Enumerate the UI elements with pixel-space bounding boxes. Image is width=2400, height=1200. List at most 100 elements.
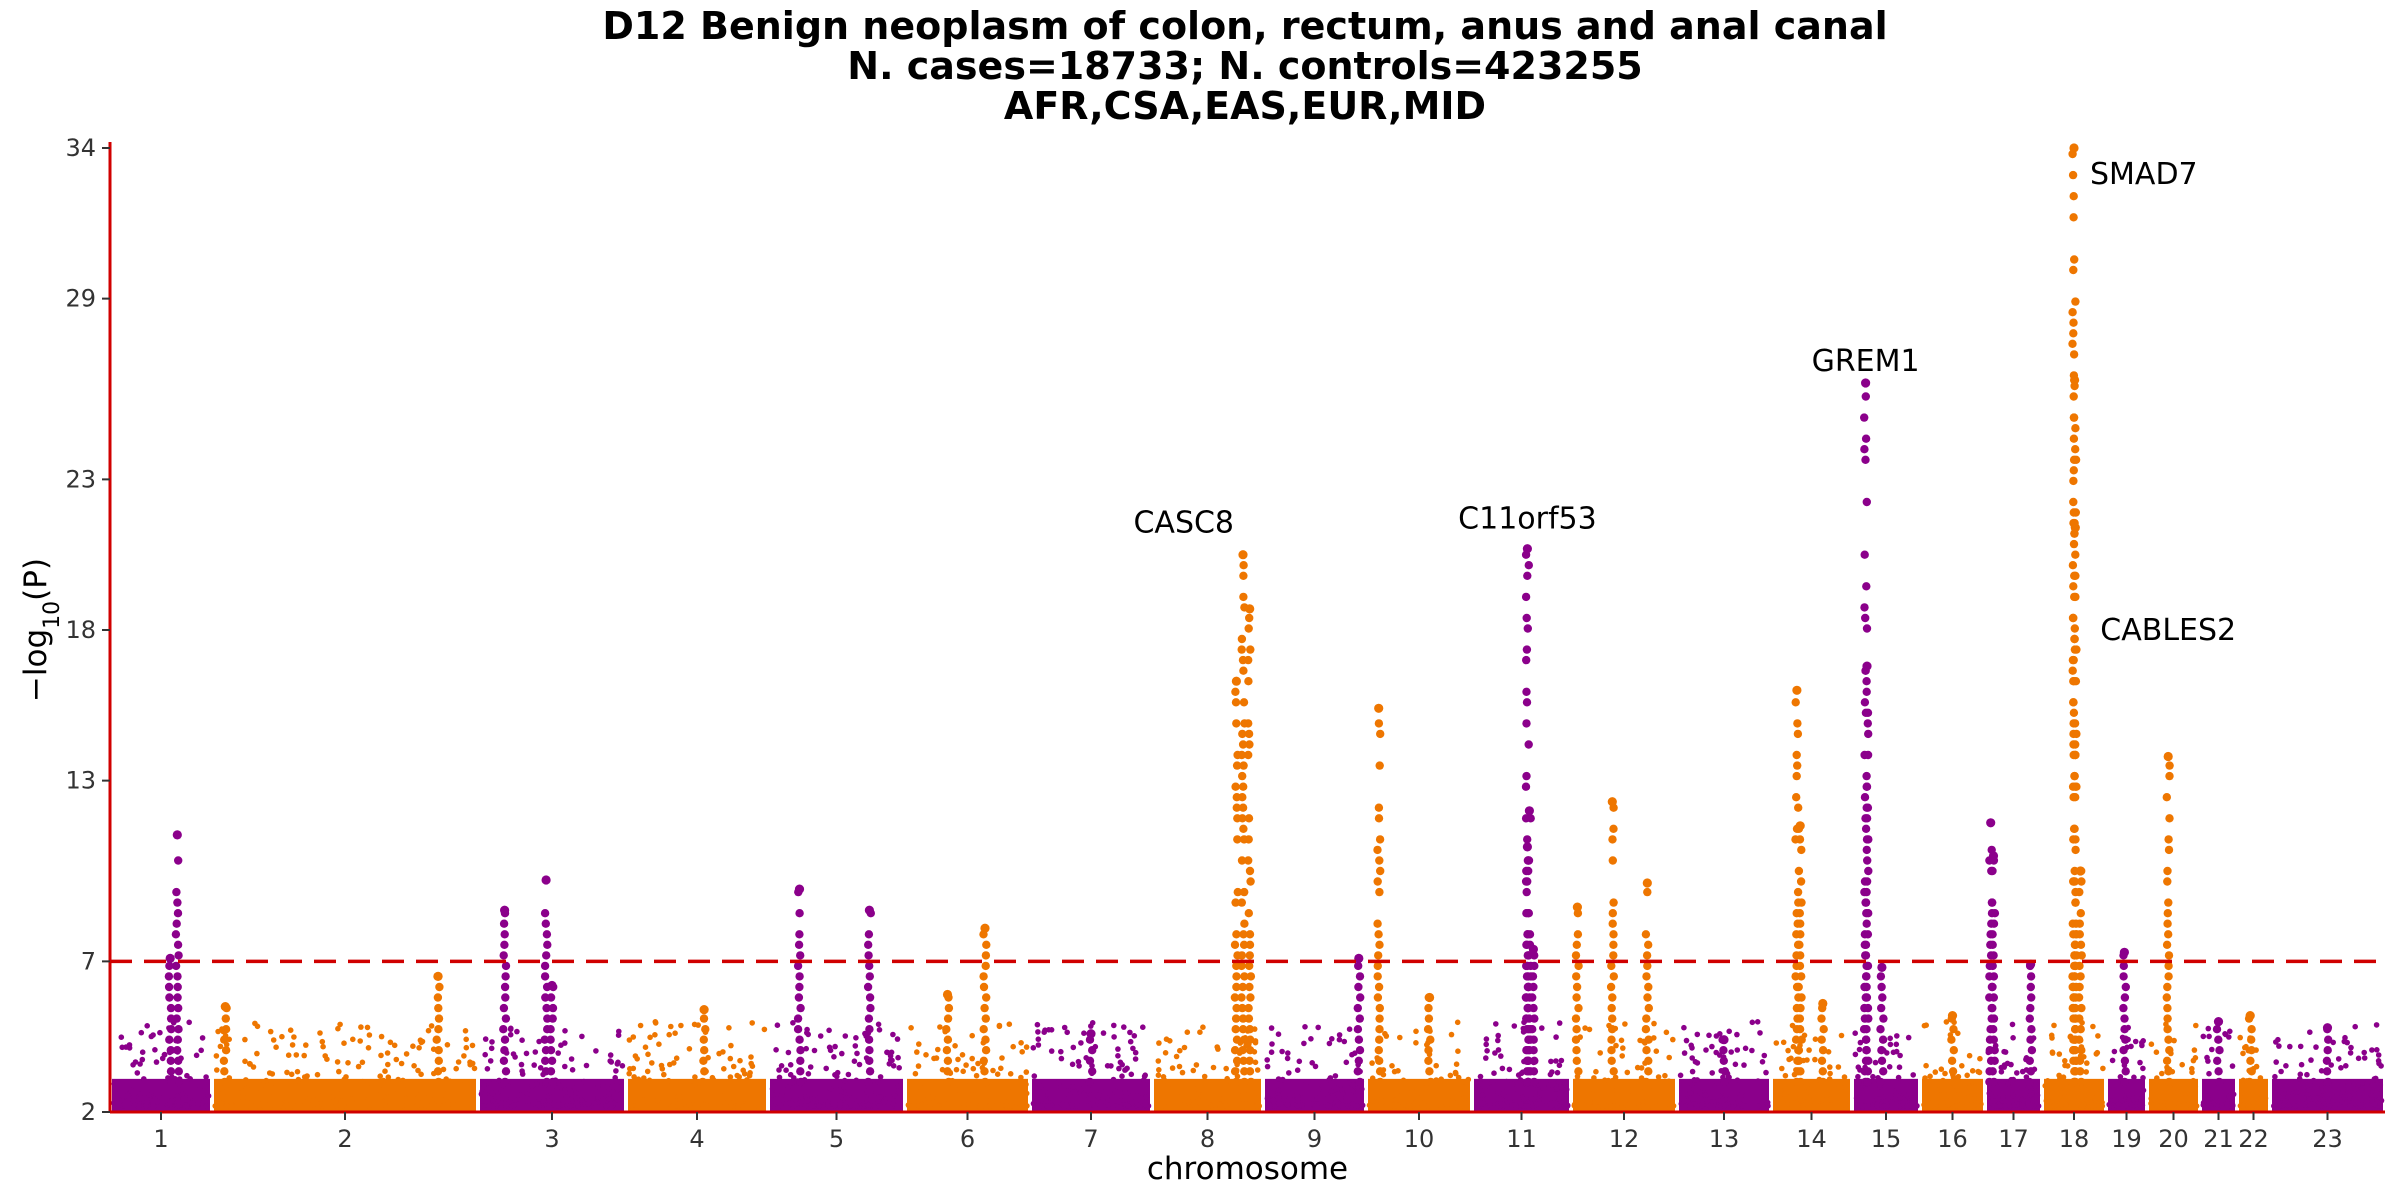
snp-point — [1524, 740, 1533, 749]
snp-point — [1117, 1059, 1124, 1066]
snp-point — [1522, 655, 1531, 665]
snp-point — [1203, 1100, 1210, 1106]
snp-point — [335, 1025, 341, 1032]
snp-point — [1754, 1019, 1761, 1025]
snp-point — [795, 1035, 804, 1044]
snp-point — [2182, 1081, 2188, 1087]
snp-point — [1890, 1049, 1897, 1056]
snp-point — [1761, 1052, 1768, 1059]
snp-point — [1879, 1014, 1888, 1023]
snp-point — [2076, 909, 2085, 918]
snp-point — [1338, 1095, 1344, 1102]
snp-point — [1998, 1064, 2005, 1071]
snp-point — [315, 1089, 322, 1095]
peak-point — [2322, 1023, 2333, 1033]
snp-point — [1447, 1072, 1454, 1079]
snp-point — [856, 1061, 863, 1068]
snp-point — [1045, 1027, 1052, 1033]
snp-point — [2065, 1089, 2071, 1096]
snp-point — [1423, 1025, 1433, 1034]
snp-point — [1529, 1096, 1535, 1103]
snp-point — [1239, 1056, 1248, 1066]
snp-point — [1495, 1037, 1501, 1044]
snp-point — [1662, 1072, 1668, 1079]
snp-point — [1233, 951, 1242, 960]
snp-point — [2352, 1023, 2358, 1030]
snp-point — [875, 1079, 882, 1086]
x-tick-label: 8 — [1200, 1125, 1215, 1153]
snp-point — [1173, 1053, 1180, 1060]
snp-point — [2165, 761, 2174, 770]
snp-point — [1863, 1067, 1873, 1076]
snp-point — [542, 1077, 551, 1087]
snp-point — [1369, 1075, 1376, 1081]
snp-point — [979, 1056, 988, 1066]
snp-point — [2226, 1093, 2232, 1099]
snp-point — [166, 1014, 176, 1023]
snp-point — [1418, 1100, 1424, 1107]
snp-point — [1613, 1042, 1619, 1049]
snp-point — [1154, 1082, 1161, 1088]
snp-point — [320, 1096, 327, 1102]
snp-point — [138, 1029, 145, 1036]
snp-point — [1143, 1094, 1149, 1100]
snp-point — [380, 1090, 387, 1096]
snp-point — [831, 1054, 837, 1060]
snp-point — [795, 930, 804, 939]
snp-point — [1245, 740, 1254, 749]
snp-point — [826, 1044, 833, 1051]
snp-point — [1572, 1046, 1581, 1055]
snp-point — [364, 1024, 371, 1031]
snp-point — [1828, 1095, 1835, 1101]
snp-point — [1252, 1059, 1259, 1066]
snp-point — [1862, 1046, 1871, 1055]
snp-point — [498, 1087, 505, 1094]
snp-point — [1524, 1103, 1530, 1109]
snp-point — [935, 1046, 941, 1053]
snp-point — [1374, 719, 1384, 728]
snp-point — [1720, 1077, 1730, 1087]
snp-point — [2071, 1046, 2080, 1055]
snp-point — [1804, 1082, 1810, 1089]
snp-point — [284, 1069, 290, 1076]
snp-point — [2062, 1058, 2068, 1064]
snp-point — [2165, 1077, 2174, 1087]
snp-point — [1694, 1031, 1701, 1038]
snp-point — [1163, 1036, 1170, 1042]
snp-point — [1088, 1067, 1097, 1076]
snp-point — [1681, 1050, 1688, 1056]
snp-point — [166, 1067, 176, 1076]
peak-point — [1522, 544, 1532, 554]
snp-point — [634, 1103, 640, 1109]
snp-point — [1665, 1084, 1672, 1091]
snp-point — [1988, 1003, 1997, 1013]
snp-point — [1522, 961, 1531, 971]
snp-point — [1177, 1047, 1183, 1054]
snp-point — [2240, 1102, 2246, 1109]
snp-point — [1202, 1093, 1209, 1100]
snp-point — [2213, 1097, 2220, 1104]
snp-point — [1477, 1073, 1484, 1080]
snp-point — [1521, 592, 1531, 602]
snp-point — [1369, 1060, 1375, 1066]
snp-point — [1499, 1065, 1506, 1072]
snp-point — [865, 1046, 874, 1055]
snp-point — [365, 1085, 372, 1091]
snp-point — [1201, 1077, 1208, 1084]
snp-point — [153, 1059, 160, 1065]
snp-point — [416, 1045, 422, 1051]
snp-point — [136, 1103, 142, 1109]
snp-point — [218, 1101, 225, 1107]
snp-point — [970, 1065, 977, 1072]
snp-point — [1795, 909, 1805, 918]
snp-point — [1112, 1088, 1119, 1095]
snp-point — [1178, 1096, 1185, 1103]
snp-point — [481, 1083, 487, 1090]
snp-point — [1558, 1084, 1565, 1090]
snp-point — [2224, 1102, 2231, 1109]
snp-point — [398, 1060, 405, 1067]
snp-point — [1059, 1101, 1066, 1108]
snp-point — [1048, 1048, 1055, 1054]
snp-point — [1082, 1092, 1088, 1099]
snp-point — [359, 1059, 366, 1066]
